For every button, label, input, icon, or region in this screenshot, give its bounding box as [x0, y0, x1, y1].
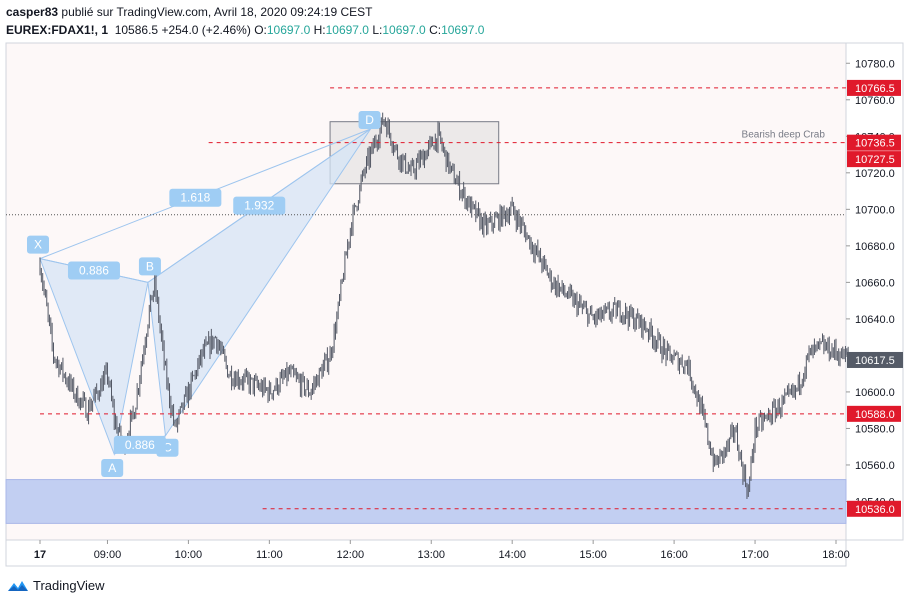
- ratio-label-bg: [233, 196, 286, 215]
- price-axis: [845, 42, 904, 541]
- level-label: 10736.5: [855, 138, 895, 150]
- y-tick-label: 10600.0: [855, 387, 895, 399]
- low-label: L:: [372, 23, 383, 37]
- x-tick-label: 12:00: [337, 549, 365, 561]
- y-tick-label: 10760.0: [855, 95, 895, 107]
- x-tick-label: 17: [34, 549, 46, 561]
- ratio-label: 1.932: [244, 199, 274, 213]
- time-axis: [5, 539, 847, 567]
- pattern-name: Bearish deep Crab: [742, 130, 826, 141]
- y-tick-label: 10580.0: [855, 423, 895, 435]
- level-label: 10588.0: [855, 409, 895, 421]
- y-tick-label: 10680.0: [855, 241, 895, 253]
- last-price: 10586.5: [114, 23, 159, 37]
- level-label-bg: [847, 79, 901, 96]
- level-label: 10536.0: [855, 504, 895, 516]
- ratio-label: 0.886: [79, 264, 109, 278]
- y-tick-label: 10660.0: [855, 277, 895, 289]
- x-tick-label: 11:00: [256, 549, 283, 561]
- x-tick-label: 13:00: [417, 549, 445, 561]
- y-tick-label: 10640.0: [855, 314, 895, 326]
- open-label: O:: [254, 23, 267, 37]
- ratio-label-bg: [169, 188, 222, 207]
- publish-info: casper83 publié sur TradingView.com, Avr…: [6, 5, 372, 19]
- point-label-bg: [101, 459, 124, 478]
- point-label-a: A: [108, 461, 116, 475]
- point-label-bg: [138, 257, 161, 276]
- tradingview-brand[interactable]: TradingView: [8, 578, 105, 593]
- point-label-bg: [358, 110, 381, 129]
- last-price-bg: [847, 351, 903, 368]
- price-change: +254.0 (+2.46%): [161, 23, 251, 37]
- ohlc-legend: EUREX:FDAX1!, 1 10586.5 +254.0 (+2.46%) …: [6, 23, 484, 37]
- ratio-label: 0.886: [125, 438, 155, 452]
- point-label-x: X: [34, 238, 42, 252]
- level-label-bg: [847, 405, 901, 422]
- y-tick-label: 10780.0: [855, 58, 895, 70]
- x-tick-label: 14:00: [498, 549, 526, 561]
- y-tick-label: 10700.0: [855, 204, 895, 216]
- x-tick-label: 09:00: [94, 549, 122, 561]
- price-label-bg: [847, 151, 901, 168]
- brand-name: TradingView: [33, 578, 105, 593]
- point-label-d: D: [365, 113, 374, 127]
- symbol-name[interactable]: EUREX:FDAX1!, 1: [6, 23, 109, 37]
- level-label-bg: [847, 134, 901, 151]
- publish-text: publié sur TradingView.com, Avril 18, 20…: [61, 5, 373, 19]
- level-label-bg: [847, 500, 901, 517]
- ratio-label-bg: [113, 435, 166, 454]
- level-label: 10766.5: [855, 83, 895, 95]
- ratio-label: 1.618: [180, 191, 210, 205]
- ratio-label-bg: [67, 261, 120, 280]
- point-label-c: C: [163, 441, 172, 455]
- x-tick-label: 18:00: [822, 549, 850, 561]
- y-tick-label: 10720.0: [855, 168, 895, 180]
- x-tick-label: 10:00: [175, 549, 203, 561]
- prz-box: [329, 121, 500, 185]
- candles: [39, 112, 850, 499]
- open-value: 10697.0: [266, 23, 311, 37]
- y-tick-label: 10560.0: [855, 460, 895, 472]
- low-value: 10697.0: [382, 23, 426, 37]
- x-tick-label: 17:00: [741, 549, 769, 561]
- high-value: 10697.0: [325, 23, 369, 37]
- point-label-b: B: [146, 259, 154, 273]
- author-name[interactable]: casper83: [6, 5, 59, 19]
- point-label-bg: [27, 235, 49, 254]
- close-value: 10697.0: [441, 23, 485, 37]
- price-label: 10727.5: [855, 154, 895, 166]
- x-tick-label: 15:00: [579, 549, 607, 561]
- last-price-label: 10617.5: [855, 355, 895, 367]
- high-label: H:: [313, 23, 326, 37]
- tradingview-logo-icon: [8, 580, 28, 591]
- close-label: C:: [429, 23, 442, 37]
- support-zone: [5, 479, 847, 524]
- x-tick-label: 16:00: [660, 549, 688, 561]
